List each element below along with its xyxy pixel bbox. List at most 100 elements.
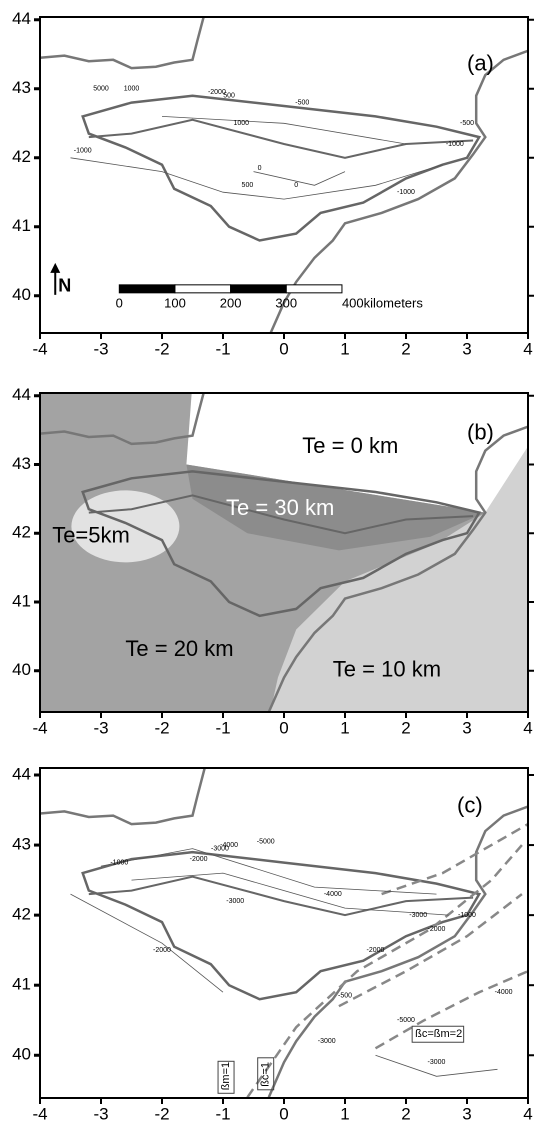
coastline — [40, 393, 205, 446]
contour — [375, 1054, 498, 1077]
contour-label: -5000 — [257, 838, 275, 845]
scale-segment — [174, 284, 232, 294]
contour-label: -500 — [338, 993, 352, 1000]
coastline — [267, 425, 528, 712]
box-label: ßm=1 — [220, 1062, 232, 1090]
contour-label: -2000 — [190, 856, 208, 863]
contour — [253, 171, 346, 186]
x-tick-label: -3 — [93, 1104, 108, 1123]
contour-label: -5000 — [397, 1017, 415, 1024]
scale-label: 200 — [220, 295, 242, 310]
box-frame — [217, 1060, 235, 1094]
y-tick-label: 43 — [12, 454, 31, 473]
x-tick-label: -2 — [154, 1104, 169, 1123]
basin-outline — [81, 850, 482, 1001]
scale-segment — [118, 284, 176, 294]
contour-label: -3000 — [226, 898, 244, 905]
contour-label: -2000 — [428, 926, 446, 933]
thinning-contour — [381, 823, 528, 896]
contour-label: 500 — [223, 92, 235, 99]
y-tick-label: 40 — [12, 660, 31, 679]
y-tick-label: 41 — [12, 216, 31, 235]
contour — [70, 893, 224, 993]
x-tick-label: 0 — [279, 1104, 288, 1123]
contour-label: 0 — [294, 182, 298, 189]
zone-label: Te = 20 km — [125, 636, 233, 661]
x-tick-label: -2 — [154, 339, 169, 358]
zone-label: Te = 30 km — [226, 495, 334, 520]
coastline — [40, 768, 206, 826]
basin-outline — [88, 494, 474, 535]
basin-outline — [88, 118, 474, 159]
contour-label: -3000 — [409, 912, 427, 919]
y-tick-label: 42 — [12, 147, 31, 166]
contour-label: 500 — [242, 182, 254, 189]
contour-label: -4000 — [220, 842, 238, 849]
panel-label: (b) — [467, 419, 494, 444]
x-tick-label: -1 — [215, 1104, 230, 1123]
x-tick-label: 1 — [340, 339, 349, 358]
basin-outline — [88, 875, 474, 917]
contour-label: 0 — [258, 165, 262, 172]
y-tick-label: 42 — [12, 523, 31, 542]
contour-label: 5000 — [93, 86, 109, 93]
zone-label: Te = 0 km — [302, 433, 398, 458]
thinning-contour — [374, 970, 528, 1050]
x-tick-label: -4 — [32, 339, 47, 358]
y-tick-label: 41 — [12, 975, 31, 994]
box-frame — [257, 1057, 275, 1091]
contour-label: 1000 — [234, 120, 250, 127]
coastline — [269, 49, 528, 333]
x-tick-label: 1 — [340, 1104, 349, 1123]
map-content — [40, 393, 528, 712]
x-tick-label: -4 — [32, 1104, 47, 1123]
x-tick-label: 4 — [523, 339, 532, 358]
basin-outline — [81, 94, 482, 242]
x-tick-label: 3 — [462, 718, 471, 737]
north-label: N — [58, 276, 71, 296]
x-tick-label: 2 — [401, 1104, 410, 1123]
x-tick-label: 3 — [462, 1104, 471, 1123]
x-tick-label: -1 — [215, 339, 230, 358]
frame — [39, 767, 529, 1099]
north-arrowhead — [50, 262, 61, 273]
contour-label: -4000 — [324, 891, 342, 898]
contour — [70, 157, 443, 200]
contour-label: -2000 — [208, 89, 226, 96]
zone-label: Te = 10 km — [333, 657, 441, 682]
contour — [161, 116, 407, 145]
y-tick-label: 40 — [12, 285, 31, 304]
zone-label: Te=5km — [52, 523, 130, 548]
x-tick-label: 2 — [401, 718, 410, 737]
box-label: ßc=ßm=2 — [415, 1028, 462, 1040]
thinning-contour — [338, 893, 523, 1008]
y-tick-label: 43 — [12, 78, 31, 97]
y-tick-label: 42 — [12, 905, 31, 924]
map-panel: -4 -3 -2 -1 0 1 2 3 4 40 41 42 43 44 (a) 0 100 200 300 400k… — [12, 9, 534, 358]
zone-te5 — [71, 490, 180, 563]
x-tick-label: 4 — [523, 718, 532, 737]
panel-label: (c) — [457, 792, 483, 817]
scale-label: 100 — [164, 295, 186, 310]
basin-outline — [81, 470, 482, 618]
contour-label: -1000 — [446, 141, 464, 148]
x-tick-label: -3 — [93, 339, 108, 358]
map-panel: -4 -3 -2 -1 0 1 2 3 4 40 41 42 43 44 (c) ßm=1 ßc=1 ßc=ßm=… — [12, 764, 534, 1123]
contour-label: -1000 — [458, 912, 476, 919]
coastline — [267, 805, 528, 1098]
contour-label: -2000 — [153, 947, 171, 954]
y-tick-label: 41 — [12, 591, 31, 610]
map-panel: -4 -3 -2 -1 0 1 2 3 4 40 41 42 43 44 (b) Te = 0 km Te = … — [12, 385, 534, 737]
scale-label: 300 — [275, 295, 297, 310]
contour-label: -4000 — [495, 989, 513, 996]
x-tick-label: -1 — [215, 718, 230, 737]
contour-label: -1000 — [397, 189, 415, 196]
contour-label: -500 — [460, 120, 474, 127]
box-label: ßc=1 — [260, 1062, 272, 1087]
x-tick-label: 0 — [279, 339, 288, 358]
contour-label: -500 — [295, 99, 309, 106]
x-tick-label: -4 — [32, 718, 47, 737]
x-tick-label: 4 — [523, 1104, 532, 1123]
y-tick-label: 44 — [12, 764, 31, 783]
x-tick-label: 2 — [401, 339, 410, 358]
